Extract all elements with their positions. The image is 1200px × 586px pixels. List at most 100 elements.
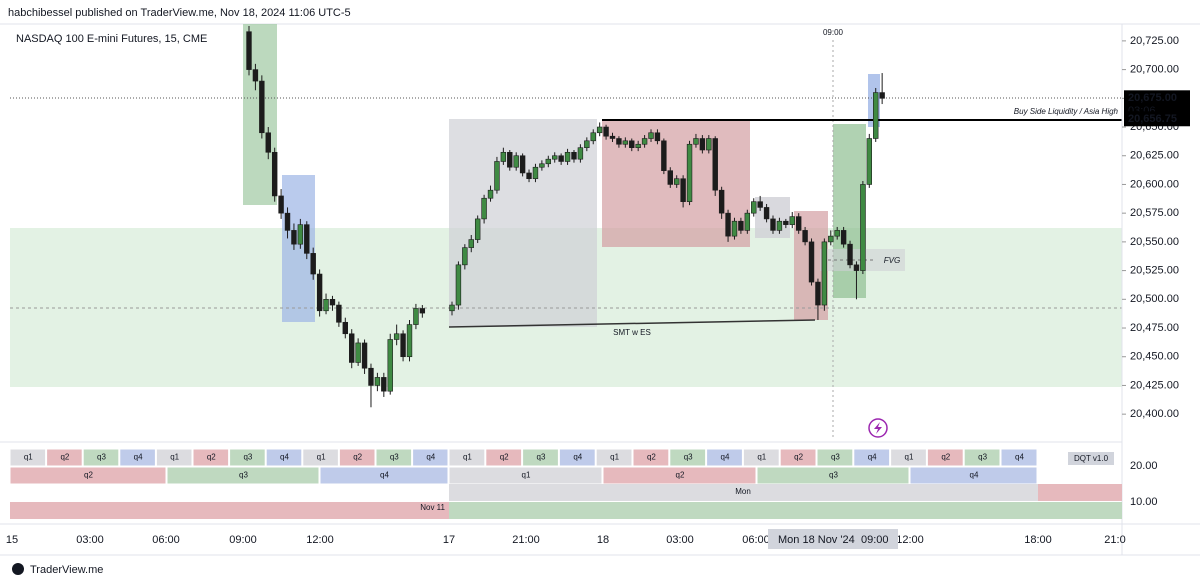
- candle-body: [387, 339, 393, 392]
- x-tick-label: 17: [443, 534, 455, 546]
- y-tick-label: 20,500.00: [1130, 293, 1179, 305]
- indicator-cell-label: q4: [1015, 453, 1024, 462]
- y-tick-label: 20,700.00: [1130, 64, 1179, 76]
- indicator-cell: [155, 448, 193, 467]
- candle-body: [828, 235, 834, 243]
- indicator-cell: [449, 484, 1038, 501]
- indicator-cell: [412, 448, 449, 467]
- indicator-cell: [9, 448, 47, 467]
- candle-body: [693, 138, 699, 145]
- y-tick-label: 20,525.00: [1130, 264, 1179, 276]
- indicator-cell-label: q3: [537, 453, 546, 462]
- candle-body: [406, 324, 413, 358]
- indicator-cell-label: q1: [610, 453, 619, 462]
- indicator-cell: [319, 466, 449, 485]
- candle-body: [374, 377, 381, 386]
- smt-line: [448, 319, 816, 328]
- indicator-cell: [742, 448, 780, 467]
- indicator-cell: [265, 448, 303, 467]
- indicator-cell-label: q3: [831, 453, 840, 462]
- indicator-cell: [853, 448, 891, 467]
- indicator-cell: [166, 466, 320, 485]
- candle-body: [847, 243, 853, 266]
- x-tick-label: 18: [597, 534, 609, 546]
- candle-body: [808, 241, 815, 283]
- candle-body: [725, 212, 731, 237]
- indicator-cell-label: Nov 11: [420, 503, 445, 512]
- candle-body: [526, 172, 532, 180]
- candle-body: [840, 230, 847, 245]
- indicator-cell: [706, 448, 743, 467]
- candle-body: [744, 212, 751, 231]
- indicator-cell: [926, 448, 964, 467]
- indicator-cell: [963, 448, 1001, 467]
- indicator-cell-label: q2: [676, 471, 685, 480]
- candle-body: [603, 126, 609, 137]
- x-tick-label: 06:00: [742, 534, 770, 546]
- candle-body: [706, 138, 712, 151]
- indicator-pane: q1 q2 q3 q4 q1 q2 q3 q4 q1 q2 q3 q4 q1 q2 q3 q4 q1 q2 q3 q4…: [9, 448, 1158, 519]
- candle-body: [815, 281, 821, 306]
- liquidity-label: Buy Side Liquidity / Asia High: [1014, 107, 1119, 116]
- price-label: 20,656.75: [1128, 113, 1177, 125]
- indicator-cell-label: q4: [573, 453, 582, 462]
- candle-body: [361, 342, 368, 369]
- indicator-cell: [558, 448, 596, 467]
- x-tick-label: 15: [6, 534, 18, 546]
- indicator-block: [1038, 484, 1122, 501]
- candle-body: [564, 151, 571, 162]
- candle-body: [455, 264, 462, 306]
- event-icon: [868, 418, 888, 438]
- event-bolt: [874, 422, 882, 434]
- candle-body: [349, 333, 355, 363]
- candle-body: [712, 138, 718, 191]
- zone: [282, 175, 315, 322]
- indicator-cell: [779, 448, 817, 467]
- candle-body: [879, 92, 885, 99]
- indicator-cell: [1000, 448, 1038, 467]
- candle-body: [680, 178, 686, 202]
- indicator-cell: [192, 448, 230, 467]
- candle-body: [853, 264, 860, 271]
- y-tick-label: 20,600.00: [1130, 178, 1179, 190]
- candle-body: [513, 155, 519, 168]
- candle-body: [500, 151, 507, 162]
- indicator-cell-label: q2: [794, 453, 803, 462]
- indicator-cell: [375, 448, 413, 467]
- indicator-cell: [82, 448, 120, 467]
- y-tick-label: 20,475.00: [1130, 322, 1179, 334]
- indicator-cell-label: q1: [757, 453, 766, 462]
- y-tick-label: 20,575.00: [1130, 207, 1179, 219]
- candle-body: [468, 239, 474, 248]
- chart-title: NASDAQ 100 E-mini Futures, 15, CME: [16, 33, 207, 45]
- candle-body: [731, 220, 738, 237]
- candle-body: [507, 151, 513, 168]
- candle-body: [355, 342, 361, 363]
- indicator-cell-label: q3: [239, 471, 248, 480]
- time-axis: 15 03:00 06:00 09:00 12:00 17 21:00 18 03:00 06:0…: [6, 534, 1126, 546]
- indicator-cell-label: q1: [463, 453, 472, 462]
- x-tick-label: 21:00: [512, 534, 540, 546]
- candle-body: [629, 140, 635, 148]
- candle-body: [738, 220, 744, 231]
- candle-body: [400, 333, 406, 358]
- indicator-block: [449, 502, 1122, 519]
- candle-body: [776, 220, 783, 231]
- candle-body: [259, 80, 265, 134]
- top-time: 09:00: [823, 28, 844, 37]
- footer: TraderView.me: [30, 564, 103, 576]
- indicator-cell-label: q1: [522, 471, 531, 480]
- candle-body: [316, 273, 323, 312]
- zone: [449, 119, 597, 327]
- indicator-cell: [10, 502, 449, 519]
- candle-body: [519, 155, 526, 174]
- candle-body: [246, 31, 252, 70]
- candle-body: [552, 155, 558, 160]
- candle-body: [336, 304, 342, 323]
- indicator-cell-label: q3: [829, 471, 838, 480]
- candle-body: [284, 212, 291, 231]
- candle-body: [718, 189, 725, 214]
- indicator-cell-label: q3: [978, 453, 987, 462]
- price-label-box: [1124, 111, 1190, 127]
- candle-body: [419, 308, 426, 314]
